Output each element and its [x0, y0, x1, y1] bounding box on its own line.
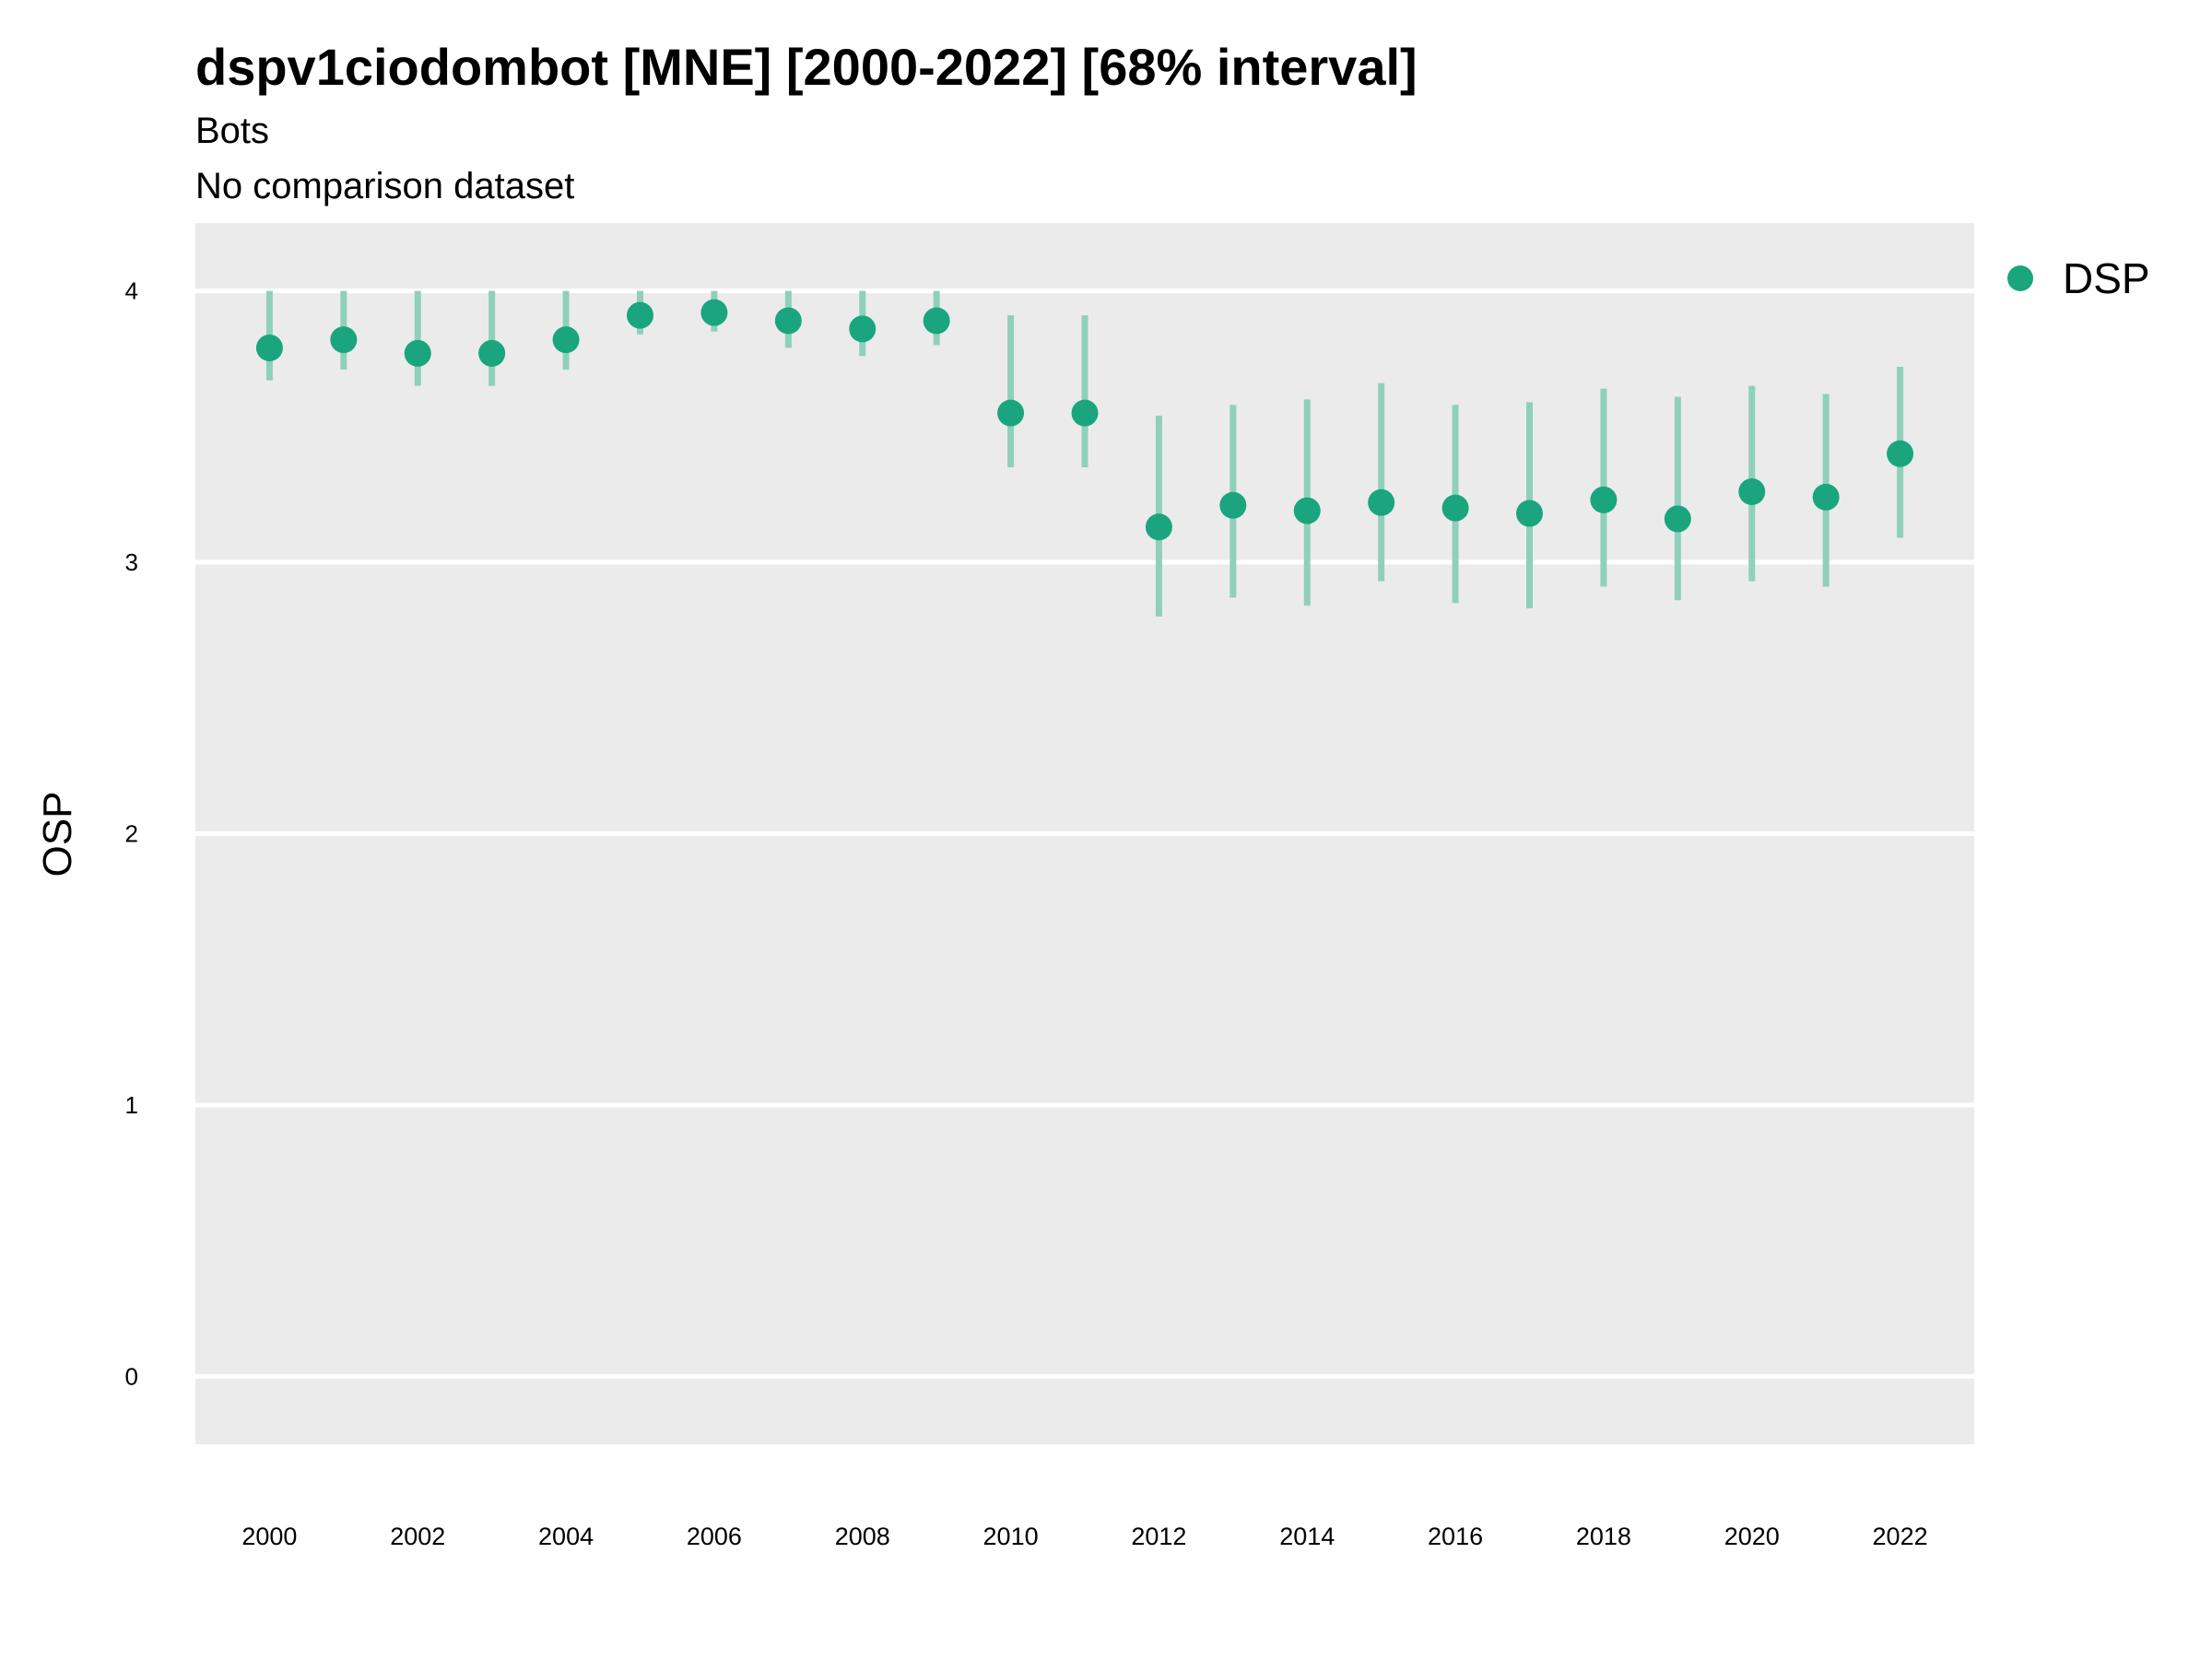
- gridlines: [195, 288, 1974, 1379]
- y-tick-label: 2: [125, 820, 138, 848]
- data-point: [923, 307, 950, 335]
- legend-marker-dsp: [2007, 265, 2033, 291]
- x-tick-label: 2020: [1724, 1523, 1780, 1550]
- data-point: [1887, 440, 1914, 467]
- x-axis-ticks: 2000 2002 2004 2006 2008 2010 2012 2014 2016 2018…: [241, 1523, 1927, 1550]
- data-point: [700, 299, 728, 326]
- data-point: [404, 339, 431, 367]
- data-point: [849, 315, 877, 343]
- data-point: [1516, 500, 1543, 527]
- chart-subtitle-secondary: No comparison dataset: [195, 166, 574, 206]
- y-tick-label: 3: [125, 548, 138, 576]
- y-axis-ticks: 0 1 2 3 4: [125, 277, 138, 1391]
- legend-label-dsp: DSP: [2063, 254, 2150, 302]
- x-tick-label: 2000: [241, 1523, 297, 1550]
- data-point: [627, 301, 653, 329]
- x-tick-label: 2014: [1279, 1523, 1335, 1550]
- data-point: [1071, 399, 1099, 427]
- data-point: [1441, 494, 1469, 522]
- data-point: [255, 334, 283, 361]
- data-point: [1145, 513, 1172, 541]
- chart-title: dspv1ciodombot [MNE] [2000-2022] [68% in…: [195, 38, 1418, 96]
- x-tick-label: 2022: [1873, 1523, 1928, 1550]
- y-tick-label: 1: [125, 1091, 138, 1119]
- data-point: [552, 326, 580, 354]
- x-tick-label: 2018: [1576, 1523, 1631, 1550]
- y-tick-label: 4: [125, 277, 138, 305]
- data-point: [478, 339, 506, 367]
- x-tick-label: 2012: [1131, 1523, 1186, 1550]
- x-tick-label: 2002: [390, 1523, 445, 1550]
- data-point: [1738, 478, 1766, 505]
- data-point: [997, 399, 1025, 427]
- data-point: [1219, 491, 1247, 519]
- chart-subtitle: Bots: [195, 111, 269, 151]
- data-points: [255, 299, 1914, 541]
- data-point: [1664, 505, 1691, 533]
- y-tick-label: 0: [125, 1362, 138, 1390]
- x-tick-label: 2016: [1428, 1523, 1483, 1550]
- data-point: [774, 307, 802, 335]
- data-point: [1590, 486, 1618, 513]
- legend: DSP: [2007, 254, 2150, 302]
- y-axis-label: OSP: [35, 792, 80, 877]
- x-tick-label: 2008: [835, 1523, 890, 1550]
- data-point: [1812, 483, 1840, 511]
- x-tick-label: 2006: [687, 1523, 742, 1550]
- data-point: [1368, 488, 1395, 516]
- x-tick-label: 2010: [983, 1523, 1039, 1550]
- x-tick-label: 2004: [538, 1523, 594, 1550]
- data-point: [330, 326, 358, 354]
- data-point: [1293, 497, 1321, 524]
